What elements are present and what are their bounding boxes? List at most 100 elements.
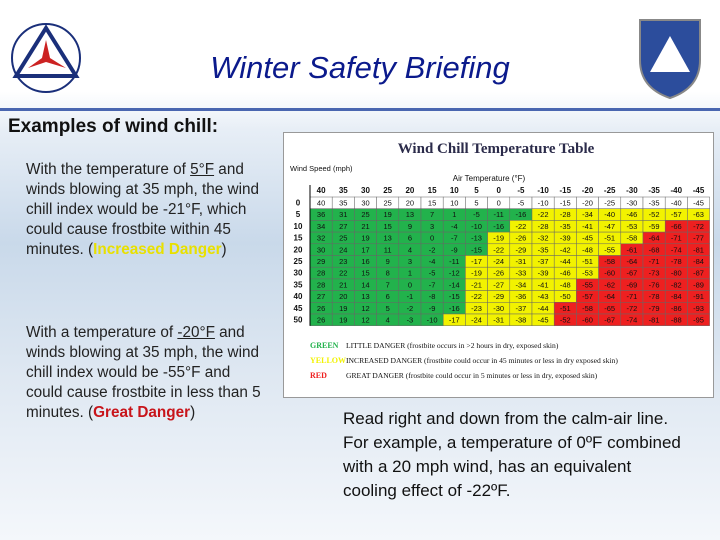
wind-chill-value: -71: [649, 257, 660, 266]
wind-chill-value: -10: [538, 199, 549, 208]
temperature-header: -10: [537, 186, 549, 195]
wind-chill-value: -13: [471, 234, 482, 243]
temperature-header: 0: [496, 186, 501, 195]
wind-chill-value: -65: [604, 304, 615, 313]
legend-text: LITTLE DANGER (frostbite occurs in >2 ho…: [346, 341, 559, 350]
wind-chill-value: -72: [693, 222, 704, 231]
wind-chill-value: -15: [471, 245, 482, 254]
wind-chill-table: Wind Chill Temperature Table Wind Speed (…: [283, 132, 714, 398]
wind-chill-value: -29: [515, 245, 526, 254]
wind-chill-value: -24: [471, 316, 482, 325]
wind-chill-value: -81: [649, 316, 660, 325]
text-run: and winds blowing at 35 mph, the wind ch…: [26, 324, 261, 421]
wind-chill-value: -20: [582, 199, 593, 208]
wind-chill-value: -38: [515, 316, 526, 325]
section-heading: Examples of wind chill:: [8, 116, 219, 137]
wind-chill-value: 13: [384, 234, 392, 243]
wind-chill-value: 25: [339, 234, 347, 243]
wind-chill-value: -58: [604, 257, 615, 266]
wind-chill-value: 13: [406, 210, 414, 219]
wind-chill-value: -22: [471, 292, 482, 301]
wind-chill-value: -60: [582, 316, 593, 325]
wind-chill-value: -58: [582, 304, 593, 313]
wind-chill-value: -22: [515, 222, 526, 231]
wind-chill-value: -11: [449, 257, 459, 266]
wind-chill-value: -31: [515, 257, 526, 266]
wind-speed: 25: [294, 257, 303, 266]
temperature-header: -5: [517, 186, 525, 195]
wind-chill-value: 3: [430, 222, 434, 231]
left-logo-triangle: [12, 24, 80, 78]
wind-chill-value: -22: [493, 245, 504, 254]
logos: [11, 19, 701, 100]
wind-chill-value: -57: [582, 292, 593, 301]
wind-chill-value: -15: [449, 292, 460, 301]
wind-chill-value: -64: [626, 257, 637, 266]
wind-chill-value: -8: [429, 292, 436, 301]
wind-chill-value: -68: [649, 245, 660, 254]
wind-chill-value: -79: [649, 304, 660, 313]
wind-chill-value: -16: [449, 304, 460, 313]
wind-chill-value: 27: [339, 222, 347, 231]
wind-chill-value: -51: [582, 257, 593, 266]
wind-chill-value: -73: [649, 269, 660, 278]
wind-chill-value: 28: [317, 269, 325, 278]
text-run: With the temperature of: [26, 161, 191, 178]
wind-chill-value: 40: [317, 199, 325, 208]
wind-chill-value: -29: [493, 292, 504, 301]
wind-chill-value: -15: [560, 199, 571, 208]
text-run: Increased Danger: [93, 241, 222, 258]
title-rule: [0, 108, 720, 111]
wind-chill-value: -31: [493, 316, 504, 325]
wind-chill-value: -4: [451, 222, 458, 231]
wind-chill-value: -86: [671, 304, 682, 313]
wind-chill-value: -23: [471, 304, 482, 313]
wind-chill-value: -67: [604, 316, 615, 325]
wind-chill-value: 4: [408, 245, 412, 254]
wind-chill-value: 16: [361, 257, 369, 266]
wind-chill-value: -82: [671, 280, 682, 289]
wind-chill-value: -10: [471, 222, 482, 231]
wind-chill-value: -74: [626, 316, 637, 325]
wind-chill-value: -88: [671, 316, 682, 325]
wind-chill-value: 0: [430, 234, 434, 243]
wind-chill-value: -19: [493, 234, 504, 243]
wind-chill-value: -93: [693, 304, 704, 313]
wind-chill-value: -25: [604, 199, 615, 208]
wind-chill-value: 7: [430, 210, 434, 219]
wind-chill-value: 36: [317, 210, 325, 219]
wind-chill-value: -35: [560, 222, 571, 231]
wind-chill-value: -34: [515, 280, 526, 289]
wind-chill-value: 21: [361, 222, 369, 231]
wind-chill-value: -58: [626, 234, 637, 243]
text-run: -20°F: [177, 324, 215, 341]
wind-chill-value: -42: [560, 245, 571, 254]
wind-chill-value: 22: [339, 269, 347, 278]
wind-chill-value: 34: [317, 222, 325, 231]
wind-chill-value: 26: [317, 316, 325, 325]
wind-chill-value: -52: [560, 316, 571, 325]
wind-chill-value: -16: [515, 210, 526, 219]
wind-chill-value: -33: [515, 269, 526, 278]
wind-chill-value: -72: [626, 304, 637, 313]
wind-chill-value: -46: [560, 269, 571, 278]
wind-speed: 0: [296, 199, 301, 208]
wind-chill-value: -35: [649, 199, 660, 208]
wind-chill-value: 26: [317, 304, 325, 313]
wind-chill-value: 6: [386, 292, 390, 301]
wind-speed: 35: [294, 280, 303, 289]
wind-chill-value: 4: [386, 316, 390, 325]
text-run: With a temperature of: [26, 324, 178, 341]
wind-chill-value: -12: [449, 269, 460, 278]
wind-chill-value: 9: [386, 257, 390, 266]
wind-speed: 20: [294, 245, 303, 254]
wind-chill-value: -37: [515, 304, 526, 313]
wind-chill-value: -1: [407, 292, 414, 301]
legend-text: GREAT DANGER (frostbite could occur in 5…: [346, 371, 598, 380]
wind-chill-value: -74: [671, 245, 682, 254]
wind-chill-value: -28: [560, 210, 571, 219]
wind-chill-value: -28: [538, 222, 549, 231]
wind-chill-value: 10: [450, 199, 458, 208]
wind-chill-value: 19: [339, 304, 347, 313]
wind-speed: 15: [294, 234, 303, 243]
